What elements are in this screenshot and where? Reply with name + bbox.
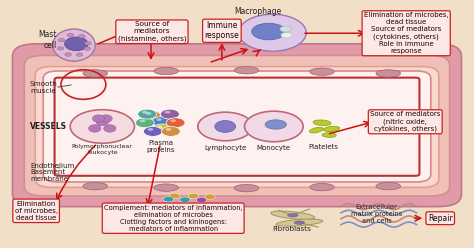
Ellipse shape <box>154 67 178 75</box>
Text: Smooth
muscle: Smooth muscle <box>30 81 58 94</box>
Ellipse shape <box>376 183 401 190</box>
Circle shape <box>170 119 176 122</box>
Circle shape <box>205 194 215 199</box>
Circle shape <box>146 112 152 115</box>
Circle shape <box>166 118 185 128</box>
Circle shape <box>157 125 163 128</box>
Text: Fibroblasts: Fibroblasts <box>272 226 311 232</box>
Ellipse shape <box>53 29 95 61</box>
Text: Extracellular
matrix proteins
and cells: Extracellular matrix proteins and cells <box>351 204 402 224</box>
Circle shape <box>142 111 148 114</box>
Circle shape <box>160 109 179 119</box>
Circle shape <box>152 117 171 126</box>
Text: Monocyte: Monocyte <box>257 145 291 151</box>
Ellipse shape <box>252 23 285 40</box>
Circle shape <box>84 47 91 50</box>
Circle shape <box>169 193 180 199</box>
Circle shape <box>144 126 162 136</box>
Ellipse shape <box>265 120 286 129</box>
Text: Platelets: Platelets <box>308 144 338 150</box>
Ellipse shape <box>271 211 315 219</box>
Text: Immune
response: Immune response <box>204 21 239 40</box>
Circle shape <box>136 118 155 128</box>
Ellipse shape <box>92 115 105 122</box>
Text: Polymorphonuclear
leukocyte: Polymorphonuclear leukocyte <box>72 144 133 155</box>
Circle shape <box>78 35 85 38</box>
Text: Repair: Repair <box>428 214 453 223</box>
Circle shape <box>156 118 162 121</box>
Text: Elimination of microbes,
dead tissue
Source of mediators
(cytokines, others)
Rol: Elimination of microbes, dead tissue Sou… <box>364 12 448 54</box>
Circle shape <box>76 53 83 56</box>
Circle shape <box>165 128 171 131</box>
Ellipse shape <box>288 214 298 217</box>
Circle shape <box>164 111 170 114</box>
Text: Source of
mediators
(histamine, others): Source of mediators (histamine, others) <box>118 21 186 42</box>
Text: Source of mediators
(nitric oxide,
cytokines, others): Source of mediators (nitric oxide, cytok… <box>370 111 440 132</box>
Ellipse shape <box>234 185 259 192</box>
Circle shape <box>142 110 160 120</box>
Circle shape <box>281 32 292 38</box>
Circle shape <box>70 110 135 143</box>
Ellipse shape <box>83 70 108 77</box>
Circle shape <box>180 197 190 202</box>
Ellipse shape <box>104 125 116 132</box>
Ellipse shape <box>310 127 323 133</box>
Ellipse shape <box>376 70 401 77</box>
Ellipse shape <box>322 133 336 137</box>
Ellipse shape <box>238 14 306 51</box>
Circle shape <box>198 112 253 141</box>
FancyBboxPatch shape <box>12 44 462 207</box>
Circle shape <box>188 193 199 199</box>
Text: VESSELS: VESSELS <box>30 122 67 131</box>
Circle shape <box>65 53 72 56</box>
Ellipse shape <box>234 66 259 74</box>
Circle shape <box>280 26 292 32</box>
Text: Plasma
proteins: Plasma proteins <box>146 140 175 153</box>
Ellipse shape <box>276 219 323 226</box>
Circle shape <box>57 47 64 50</box>
FancyBboxPatch shape <box>24 56 450 196</box>
Text: Endothelium: Endothelium <box>30 163 74 169</box>
Circle shape <box>84 42 91 45</box>
Circle shape <box>196 197 207 203</box>
Ellipse shape <box>89 125 101 132</box>
Ellipse shape <box>310 68 334 75</box>
Ellipse shape <box>313 120 331 125</box>
Circle shape <box>140 119 146 122</box>
FancyBboxPatch shape <box>43 71 431 182</box>
Circle shape <box>153 124 172 134</box>
Ellipse shape <box>294 221 305 224</box>
Ellipse shape <box>100 115 112 122</box>
Circle shape <box>148 128 154 131</box>
Text: Mast
cell: Mast cell <box>38 31 56 50</box>
Circle shape <box>138 109 156 119</box>
Circle shape <box>58 38 65 42</box>
Ellipse shape <box>83 183 108 190</box>
Ellipse shape <box>64 37 88 51</box>
Ellipse shape <box>154 184 178 191</box>
Ellipse shape <box>310 184 334 191</box>
Ellipse shape <box>323 126 339 131</box>
Circle shape <box>163 196 173 202</box>
Text: Lymphocyte: Lymphocyte <box>204 145 246 151</box>
FancyBboxPatch shape <box>35 66 439 187</box>
Circle shape <box>245 111 303 142</box>
Ellipse shape <box>96 118 109 126</box>
Circle shape <box>161 126 180 136</box>
Text: Macrophage: Macrophage <box>235 7 282 16</box>
Text: Complement: mediators of inflammation,
elimination of microbes
Clotting factors : Complement: mediators of inflammation, e… <box>104 205 242 232</box>
Ellipse shape <box>215 121 236 132</box>
Text: Basement
membrane: Basement membrane <box>30 169 68 182</box>
Circle shape <box>67 33 74 37</box>
Text: Elimination
of microbes,
dead tissue: Elimination of microbes, dead tissue <box>15 201 58 221</box>
